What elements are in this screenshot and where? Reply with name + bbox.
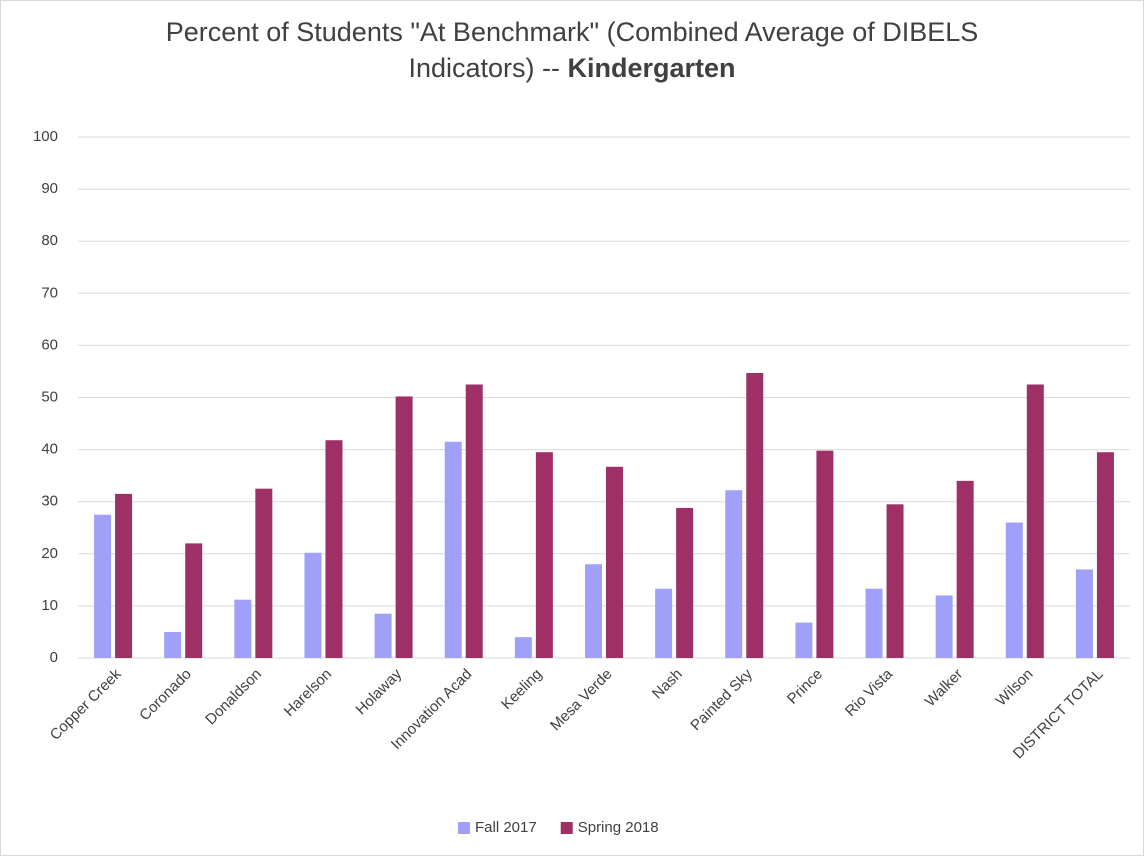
y-tick-label: 40 — [41, 441, 58, 458]
bar — [1005, 522, 1023, 658]
y-tick-label: 90 — [41, 180, 58, 197]
bar — [816, 450, 834, 658]
bar — [746, 373, 764, 658]
bar — [795, 622, 813, 658]
y-tick-label: 30 — [41, 493, 58, 510]
bar — [514, 637, 532, 658]
y-tick-label: 80 — [41, 232, 58, 249]
x-tick-label: Mesa Verde — [547, 666, 616, 735]
bar — [234, 599, 252, 658]
y-tick-label: 50 — [41, 388, 58, 405]
bar — [465, 384, 483, 658]
bar — [115, 493, 133, 658]
bar — [374, 613, 392, 658]
y-tick-label: 100 — [33, 128, 58, 145]
x-tick-label: Rio Vista — [842, 665, 897, 720]
y-tick-label: 70 — [41, 284, 58, 301]
bar — [956, 480, 974, 658]
y-tick-label: 0 — [50, 649, 58, 666]
y-tick-label: 10 — [41, 597, 58, 614]
y-tick-label: 20 — [41, 545, 58, 562]
bar — [535, 452, 553, 658]
chart-title: Percent of Students "At Benchmark" (Comb… — [130, 14, 1014, 86]
x-tick-label: Walker — [922, 666, 967, 711]
bar — [185, 543, 203, 658]
x-tick-label: Prince — [784, 666, 826, 708]
bar — [1026, 384, 1044, 658]
bar — [585, 564, 602, 658]
bar — [865, 588, 883, 658]
legend-label: Spring 2018 — [578, 819, 659, 836]
title-text: Percent of Students "At Benchmark" (Comb… — [165, 17, 979, 83]
x-tick-label: Keeling — [498, 666, 545, 713]
x-tick-label: Copper Creek — [47, 665, 125, 743]
bar — [164, 631, 182, 658]
legend-swatch — [458, 822, 470, 834]
bar — [255, 488, 273, 658]
legend-label: Fall 2017 — [475, 819, 537, 836]
bar — [606, 466, 623, 658]
bar — [304, 552, 322, 658]
x-tick-label: Painted Sky — [687, 665, 756, 734]
bar — [886, 504, 904, 658]
bar — [935, 595, 953, 658]
bar — [94, 514, 112, 658]
bar — [325, 440, 343, 658]
bar — [725, 490, 743, 658]
x-tick-label: Donaldson — [202, 666, 265, 729]
bar — [395, 396, 413, 658]
bar — [444, 441, 462, 658]
x-tick-label: Nash — [649, 666, 686, 703]
legend-swatch — [560, 822, 573, 834]
bar — [676, 507, 694, 658]
x-tick-label: Harelson — [281, 666, 335, 720]
title-bold: Kindergarten — [567, 53, 736, 83]
bar — [1075, 569, 1093, 658]
x-tick-label: Wilson — [993, 666, 1037, 710]
x-tick-label: Coronado — [136, 666, 195, 725]
bar — [655, 588, 673, 658]
y-tick-label: 60 — [41, 336, 58, 353]
bar — [1096, 452, 1114, 658]
x-tick-label: Holaway — [353, 665, 406, 718]
